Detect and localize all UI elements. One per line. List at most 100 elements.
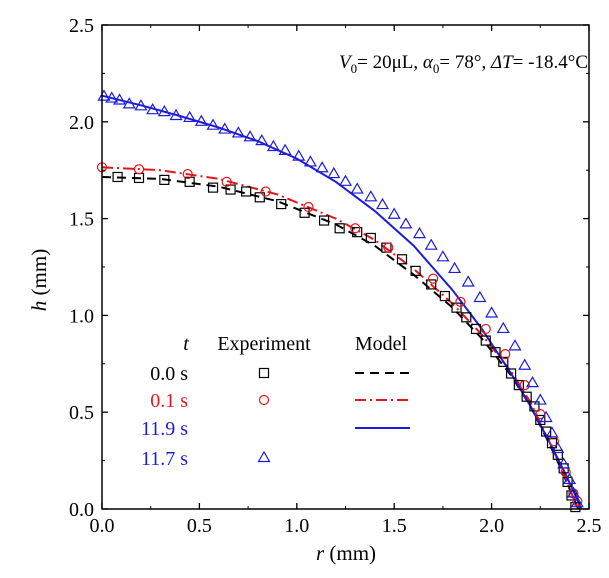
model-line bbox=[101, 94, 583, 510]
data-point bbox=[184, 176, 195, 187]
data-point bbox=[470, 323, 482, 335]
data-point bbox=[383, 242, 394, 253]
data-point bbox=[424, 238, 438, 250]
data-point bbox=[241, 186, 252, 197]
data-point bbox=[551, 441, 565, 454]
data-point bbox=[525, 375, 540, 388]
x-tick-label: 2.5 bbox=[577, 515, 602, 537]
data-point bbox=[182, 168, 193, 180]
data-point bbox=[557, 457, 571, 469]
data-point bbox=[566, 486, 580, 498]
data-point bbox=[562, 472, 577, 485]
legend-label: 0.0 s bbox=[150, 363, 188, 385]
data-point bbox=[570, 495, 584, 508]
data-point bbox=[521, 391, 532, 402]
condition-annotation: V0= 20μL, α0= 78°, ΔT= -18.4°C bbox=[339, 52, 588, 76]
data-point bbox=[350, 223, 361, 234]
data-point bbox=[350, 182, 364, 194]
data-point bbox=[243, 130, 257, 142]
data-point bbox=[500, 349, 511, 360]
data-point bbox=[315, 161, 329, 173]
data-point bbox=[485, 306, 499, 318]
y-tick-label: 2.5 bbox=[69, 15, 94, 37]
data-point bbox=[255, 133, 269, 146]
data-point bbox=[412, 226, 427, 239]
data-point bbox=[448, 261, 462, 274]
x-tick-label: 1.5 bbox=[382, 515, 407, 537]
data-point bbox=[519, 379, 530, 391]
x-axis-label: r (mm) bbox=[316, 541, 376, 565]
data-point bbox=[254, 192, 265, 203]
data-point bbox=[231, 126, 245, 138]
data-point bbox=[221, 176, 232, 187]
legend-header-experiment: Experiment bbox=[217, 333, 311, 355]
x-tick-label: 0.5 bbox=[187, 515, 212, 537]
plot-marks bbox=[96, 89, 584, 513]
legend-header-t: t bbox=[183, 333, 189, 355]
y-tick-label: 1.0 bbox=[69, 305, 94, 327]
legend-marker bbox=[257, 450, 271, 463]
data-point bbox=[112, 93, 127, 105]
data-point bbox=[207, 182, 219, 193]
legend-header-model: Model bbox=[355, 333, 408, 355]
data-point bbox=[541, 426, 552, 437]
data-point bbox=[375, 197, 390, 210]
data-point bbox=[194, 114, 208, 126]
data-point bbox=[513, 379, 524, 391]
data-point bbox=[529, 401, 540, 412]
data-point bbox=[552, 449, 563, 460]
x-tick-label: 1.0 bbox=[284, 515, 309, 537]
data-point bbox=[545, 426, 559, 438]
data-point bbox=[134, 99, 148, 111]
model-line bbox=[101, 176, 580, 510]
data-point bbox=[455, 296, 466, 307]
data-point bbox=[169, 108, 183, 121]
data-point bbox=[334, 223, 345, 234]
data-point bbox=[122, 97, 136, 109]
data-point bbox=[387, 207, 401, 219]
data-point bbox=[276, 198, 287, 210]
data-point bbox=[133, 164, 145, 175]
data-point bbox=[539, 410, 553, 423]
data-point bbox=[518, 358, 532, 370]
x-tick-label: 0.0 bbox=[90, 515, 115, 537]
data-point bbox=[426, 279, 437, 290]
data-point bbox=[399, 217, 413, 229]
data-point bbox=[159, 174, 170, 185]
ticks bbox=[101, 24, 590, 510]
data-point bbox=[278, 143, 292, 155]
legend-rows: 0.0 s 0.1 s 11.9 s 11.7 s bbox=[141, 363, 410, 470]
data-point bbox=[318, 215, 330, 226]
x-tick-label: 2.0 bbox=[479, 515, 504, 537]
legend-marker bbox=[258, 394, 270, 406]
data-point bbox=[480, 335, 491, 346]
data-point bbox=[146, 102, 160, 115]
data-point bbox=[364, 190, 378, 202]
data-point bbox=[498, 356, 509, 367]
data-point bbox=[428, 273, 439, 284]
data-point bbox=[461, 275, 475, 287]
data-point bbox=[461, 312, 472, 323]
data-point bbox=[473, 290, 487, 303]
legend-label: 0.1 s bbox=[150, 390, 188, 412]
data-point bbox=[508, 339, 522, 351]
data-point bbox=[206, 118, 220, 130]
y-tick-label: 0.0 bbox=[69, 499, 94, 521]
data-point bbox=[266, 139, 280, 152]
data-point bbox=[535, 414, 546, 426]
legend-label: 11.9 s bbox=[141, 418, 188, 440]
data-point bbox=[490, 347, 501, 358]
data-point bbox=[303, 155, 317, 167]
data-point bbox=[496, 321, 510, 334]
data-point bbox=[292, 149, 306, 161]
data-point bbox=[112, 171, 123, 183]
data-point bbox=[157, 104, 171, 117]
data-point bbox=[365, 232, 376, 244]
data-point bbox=[303, 201, 314, 213]
tick-labels: 0.0 0.5 1.0 1.5 2.0 2.5 0.0 0.5 1.0 1.5 2.0 2.5 bbox=[69, 15, 602, 537]
data-point bbox=[183, 110, 197, 123]
legend-label: 11.7 s bbox=[141, 448, 188, 470]
legend-marker bbox=[258, 367, 270, 379]
data-point bbox=[505, 368, 517, 379]
